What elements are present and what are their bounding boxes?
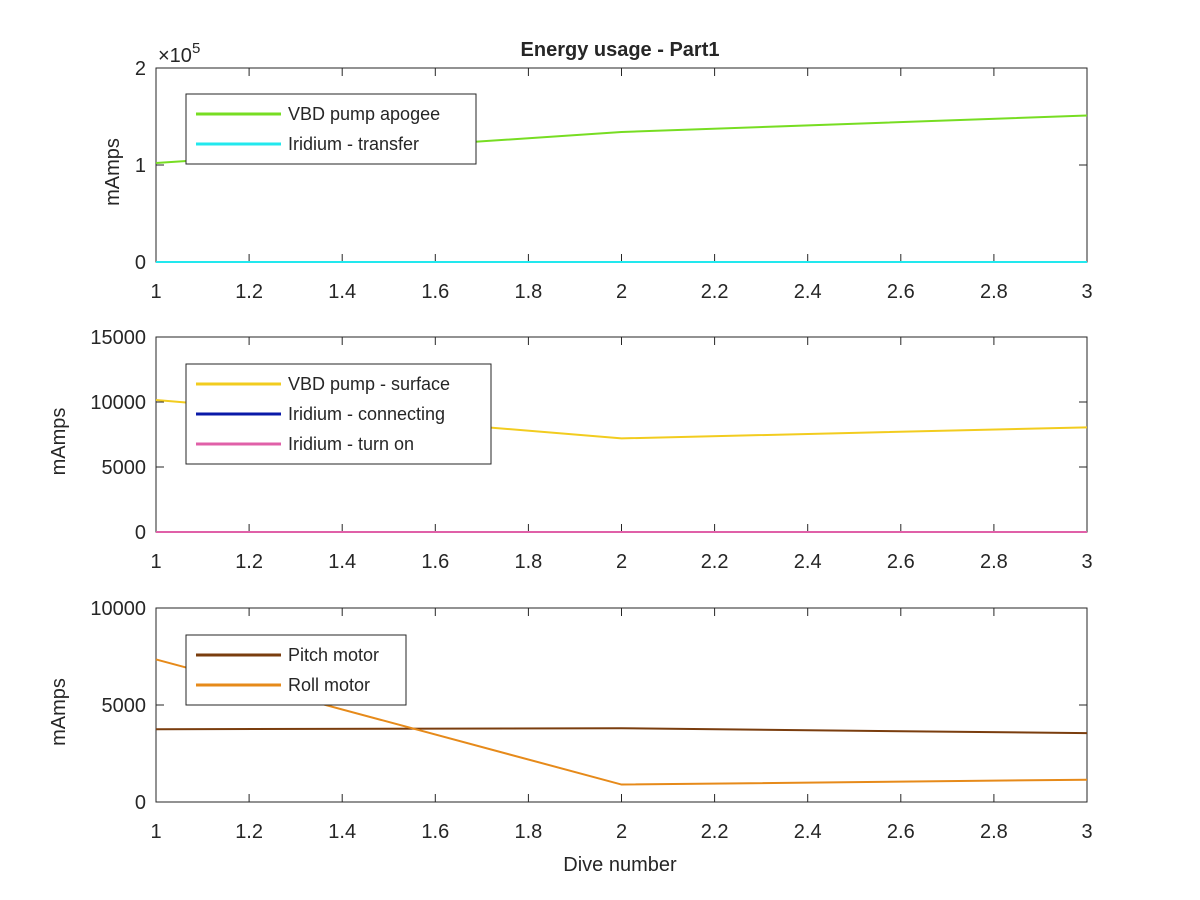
x-tick-label: 2.4 <box>794 821 822 843</box>
legend-label: Roll motor <box>288 675 370 695</box>
legend-label: Iridium - connecting <box>288 404 445 424</box>
legend-label: VBD pump apogee <box>288 104 440 124</box>
legend: VBD pump - surface Iridium - connecting Ir… <box>185 363 492 465</box>
x-tick-label: 3 <box>1081 281 1092 303</box>
x-tick-label: 1.8 <box>514 551 542 573</box>
legend-label: VBD pump - surface <box>288 374 450 394</box>
y-axis-label: mAmps <box>102 138 124 206</box>
legend-label: Pitch motor <box>288 645 379 665</box>
y-exponent-label: ×105 <box>158 40 200 67</box>
x-tick-label: 1.4 <box>328 551 356 573</box>
y-tick-label: 10000 <box>90 392 146 414</box>
x-tick-label: 1.8 <box>514 281 542 303</box>
x-tick-label: 1 <box>150 821 161 843</box>
legend-box <box>185 634 407 706</box>
legend-label: Iridium - transfer <box>288 134 419 154</box>
x-tick-label: 2.4 <box>794 281 822 303</box>
subplot-3: 1 1.2 1.4 1.6 1.8 2 2.2 2.4 2.6 2.8 3 0 5000 10000 mAm… <box>48 598 1093 843</box>
legend-label: Iridium - turn on <box>288 434 414 454</box>
x-tick-label: 3 <box>1081 821 1092 843</box>
chart-title: Energy usage - Part1 <box>521 39 720 61</box>
x-tick-label: 2.6 <box>887 821 915 843</box>
x-tick-label: 1.2 <box>235 821 263 843</box>
x-tick-label: 2 <box>616 281 627 303</box>
x-tick-label: 1.2 <box>235 281 263 303</box>
legend: VBD pump apogee Iridium - transfer <box>185 93 477 165</box>
x-tick-label: 1.4 <box>328 821 356 843</box>
x-tick-label: 2.4 <box>794 551 822 573</box>
x-axis-label: Dive number <box>563 854 677 876</box>
subplots: 1 1.2 1.4 1.6 1.8 2 2.2 2.4 2.6 2.8 3012×105mAmpsV… <box>48 40 1093 843</box>
x-tick-label: 1 <box>150 551 161 573</box>
y-axis-label: mAmps <box>48 408 70 476</box>
x-tick-label: 2.6 <box>887 551 915 573</box>
x-tick-label: 3 <box>1081 551 1092 573</box>
x-tick-label: 1.6 <box>421 821 449 843</box>
x-tick-label: 1.2 <box>235 551 263 573</box>
y-tick-label: 0 <box>135 522 146 544</box>
x-tick-label: 2.8 <box>980 821 1008 843</box>
y-tick-label: 15000 <box>90 327 146 349</box>
x-tick-label: 1.4 <box>328 281 356 303</box>
x-tick-label: 1 <box>150 281 161 303</box>
y-tick-label: 2 <box>135 58 146 80</box>
y-tick-label: 10000 <box>90 598 146 620</box>
x-tick-label: 2.8 <box>980 281 1008 303</box>
series-line-1 <box>155 727 1088 735</box>
x-tick-label: 2.2 <box>701 551 729 573</box>
x-tick-label: 2 <box>616 821 627 843</box>
y-tick-label: 5000 <box>102 457 147 479</box>
x-tick-label: 2.6 <box>887 281 915 303</box>
subplot-2: 1 1.2 1.4 1.6 1.8 2 2.2 2.4 2.6 2.8 3 0 5000 10000 150… <box>48 327 1093 573</box>
x-tick-label: 2.2 <box>701 821 729 843</box>
y-tick-label: 5000 <box>102 695 147 717</box>
x-tick-label: 2.2 <box>701 281 729 303</box>
x-tick-label: 1.8 <box>514 821 542 843</box>
x-tick-label: 1.6 <box>421 551 449 573</box>
y-tick-label: 1 <box>135 155 146 177</box>
subplot-1: 1 1.2 1.4 1.6 1.8 2 2.2 2.4 2.6 2.8 3012×105mAmpsV… <box>102 40 1093 303</box>
y-axis-label: mAmps <box>48 678 70 746</box>
legend: Pitch motor Roll motor <box>185 634 407 706</box>
legend-box <box>185 93 477 165</box>
x-tick-label: 1.6 <box>421 281 449 303</box>
y-tick-label: 0 <box>135 792 146 814</box>
x-tick-label: 2.8 <box>980 551 1008 573</box>
y-tick-label: 0 <box>135 252 146 274</box>
x-tick-label: 2 <box>616 551 627 573</box>
